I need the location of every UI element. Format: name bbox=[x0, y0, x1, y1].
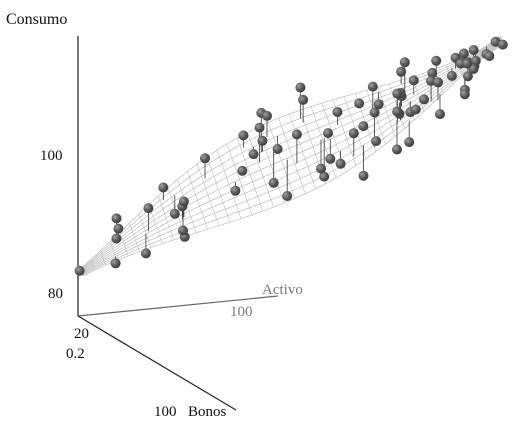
data-point bbox=[319, 171, 330, 182]
data-point bbox=[462, 71, 473, 82]
y-axis-label: Bonos bbox=[188, 404, 227, 420]
y-tick-0-2: 0.2 bbox=[66, 346, 85, 362]
data-point bbox=[230, 185, 241, 196]
data-point bbox=[468, 45, 479, 55]
z-tick-80: 80 bbox=[48, 286, 63, 302]
axes bbox=[77, 36, 279, 411]
surface-line bbox=[278, 118, 306, 194]
data-point bbox=[410, 104, 421, 115]
data-point bbox=[348, 128, 359, 139]
data-point bbox=[111, 213, 122, 224]
data-point bbox=[237, 165, 248, 176]
data-point bbox=[459, 89, 470, 100]
data-point bbox=[431, 55, 442, 66]
data-point bbox=[427, 67, 438, 78]
data-point bbox=[462, 58, 473, 69]
data-point bbox=[282, 191, 293, 201]
y-tick-100: 100 bbox=[154, 404, 177, 420]
z-axis-label: Consumo bbox=[6, 11, 67, 28]
surface-line bbox=[119, 232, 129, 257]
surface-line bbox=[158, 195, 174, 241]
x-tick-100: 100 bbox=[230, 304, 253, 320]
data-point bbox=[169, 208, 180, 219]
surface-line bbox=[247, 132, 274, 208]
z-tick-100: 100 bbox=[40, 148, 63, 164]
x-axis-line bbox=[77, 295, 279, 317]
data-point bbox=[316, 163, 326, 174]
surface-line bbox=[100, 250, 106, 266]
data-point bbox=[358, 170, 369, 181]
data-point bbox=[408, 75, 419, 86]
data-point bbox=[248, 149, 259, 160]
surface-line bbox=[310, 106, 337, 178]
surface-line bbox=[196, 163, 220, 226]
data-point bbox=[396, 66, 407, 77]
y-axis-line bbox=[77, 315, 237, 411]
surface-line bbox=[377, 86, 396, 137]
surface-line bbox=[267, 122, 296, 199]
data-point bbox=[497, 39, 508, 50]
data-point bbox=[113, 223, 124, 234]
surface-line bbox=[129, 222, 140, 252]
data-point bbox=[257, 135, 268, 146]
data-point bbox=[262, 110, 272, 121]
data-point bbox=[178, 196, 189, 207]
surface-line bbox=[289, 113, 316, 189]
surface-line bbox=[138, 213, 152, 248]
data-points bbox=[74, 36, 508, 276]
surface-line bbox=[216, 150, 242, 219]
data-point bbox=[433, 77, 443, 88]
surface-line bbox=[90, 259, 95, 271]
surface-line bbox=[489, 43, 494, 52]
data-point bbox=[268, 177, 279, 188]
surface-line bbox=[226, 143, 253, 215]
data-point bbox=[238, 130, 249, 141]
data-point bbox=[111, 233, 122, 244]
data-point bbox=[435, 109, 445, 120]
data-point bbox=[470, 55, 481, 66]
x-axis-label: Activo bbox=[262, 282, 303, 298]
data-point bbox=[178, 225, 188, 236]
data-point bbox=[354, 98, 365, 109]
data-point bbox=[140, 248, 151, 259]
surface-line bbox=[423, 73, 434, 103]
surface-line bbox=[236, 137, 264, 212]
data-point bbox=[419, 94, 429, 105]
surface-line bbox=[206, 156, 231, 223]
data-point bbox=[143, 203, 154, 214]
data-point bbox=[373, 99, 384, 110]
surface-line bbox=[187, 171, 208, 230]
data-point bbox=[484, 51, 495, 61]
data-point bbox=[298, 94, 309, 105]
data-point bbox=[291, 129, 302, 140]
regression-surface bbox=[80, 35, 504, 277]
data-point bbox=[158, 182, 169, 193]
data-point bbox=[404, 137, 415, 148]
data-point bbox=[295, 82, 306, 93]
data-point bbox=[332, 107, 343, 117]
data-point bbox=[200, 153, 210, 164]
y-tick-20: 20 bbox=[74, 326, 89, 342]
data-point bbox=[325, 153, 336, 164]
data-point bbox=[399, 57, 410, 68]
surface-line bbox=[343, 96, 367, 159]
data-point bbox=[392, 106, 403, 117]
data-point bbox=[110, 258, 121, 269]
data-point bbox=[371, 136, 382, 147]
data-point bbox=[446, 70, 457, 81]
data-point bbox=[74, 265, 85, 276]
surface-line bbox=[479, 49, 483, 59]
data-point bbox=[323, 128, 333, 139]
data-point bbox=[358, 121, 369, 132]
data-point bbox=[254, 122, 265, 133]
data-point bbox=[272, 144, 283, 154]
data-point bbox=[367, 81, 378, 92]
data-point bbox=[392, 144, 402, 155]
data-point bbox=[335, 158, 346, 169]
data-point bbox=[369, 107, 380, 118]
data-point bbox=[392, 88, 403, 99]
